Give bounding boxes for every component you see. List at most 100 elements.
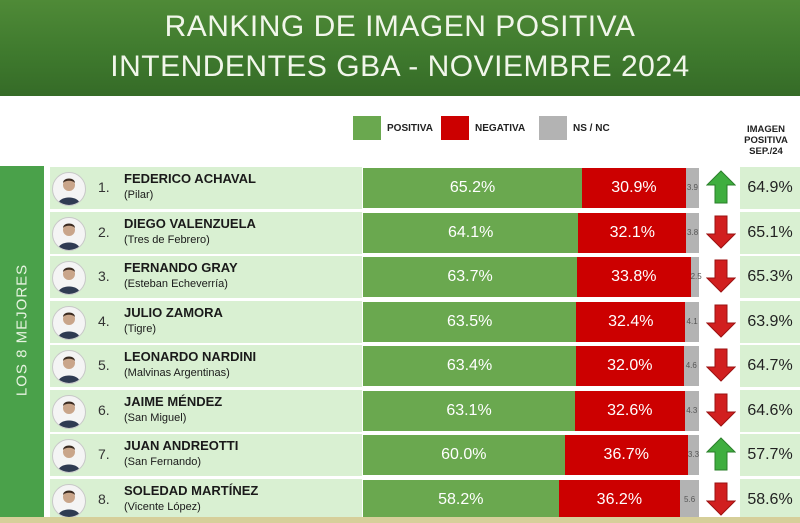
mayor-name: JULIO ZAMORA: [124, 304, 223, 320]
person-icon: [58, 401, 80, 428]
person-icon: [58, 356, 80, 383]
bar-negativa: [575, 390, 685, 431]
rank-number: 5.: [98, 357, 110, 373]
row-background: [50, 167, 362, 209]
bar-negativa: [576, 301, 686, 342]
bottom-accent: [0, 517, 800, 523]
row-background: [50, 211, 362, 254]
row-background: [50, 345, 362, 387]
district-name: (Tres de Febrero): [124, 233, 210, 246]
chart-title-line2: INTENDENTES GBA - NOVIEMBRE 2024: [110, 50, 690, 83]
sidebar-band: [0, 166, 44, 523]
bar-nsnc: [680, 479, 699, 520]
table-row: 3. FERNANDO GRAY (Esteban Echeverría) 63.7%…: [44, 255, 800, 299]
person-icon: [58, 490, 80, 517]
previous-value-cell: 58.6%: [740, 478, 800, 521]
avatar: [52, 394, 86, 429]
data-label-positiva: 63.7%: [447, 268, 493, 285]
previous-value: 57.7%: [747, 446, 793, 463]
prev-header-line2: POSITIVA: [744, 135, 788, 146]
bar-nsnc: [690, 257, 699, 297]
legend-label-nsnc: NS / NC: [573, 122, 610, 134]
avatar: [52, 350, 86, 384]
data-label-positiva: 64.1%: [448, 223, 494, 241]
arrow-down-icon: [706, 482, 736, 516]
table-row: 5. LEONARDO NARDINI (Malvinas Argentinas) 6…: [44, 344, 800, 388]
arrow-down-icon: [706, 393, 736, 427]
person-icon: [58, 223, 80, 250]
row-background: [50, 300, 362, 343]
bar-positiva: [363, 257, 578, 297]
mayor-name: LEONARDO NARDINI: [124, 349, 257, 364]
data-label-negativa: 32.4%: [608, 312, 654, 330]
previous-value-cell: 57.7%: [740, 434, 800, 476]
bar-positiva: [363, 301, 577, 342]
rank-number: 1.: [98, 179, 110, 195]
previous-column-header: IMAGEN POSITIVA SEP./24: [732, 124, 800, 157]
previous-value-cell: 64.7%: [740, 345, 800, 387]
person-icon: [58, 178, 80, 205]
stacked-bar: 63.7% 33.8% 2.5: [363, 257, 702, 297]
mayor-name: DIEGO VALENZUELA: [124, 215, 256, 231]
arrow-up-icon: [706, 170, 736, 204]
district-name: (Vicente López): [124, 500, 201, 513]
previous-value: 64.9%: [747, 179, 793, 196]
bar-negativa: [564, 435, 688, 475]
data-label-nsnc: 3.9: [686, 183, 698, 192]
data-label-nsnc: 4.6: [685, 361, 697, 370]
bar-nsnc: [683, 346, 699, 386]
arrow-down-icon: [706, 215, 736, 249]
arrow-down-icon: [706, 304, 736, 338]
bar-positiva: [363, 168, 583, 208]
bar-negativa: [582, 168, 686, 208]
bar-nsnc: [686, 212, 699, 253]
legend-label-negativa: NEGATIVA: [475, 122, 526, 134]
data-label-nsnc: 4.3: [686, 405, 698, 415]
data-label-positiva: 58.2%: [438, 490, 484, 508]
row-background: [50, 478, 362, 521]
legend-positiva: POSITIVA: [353, 116, 433, 140]
data-label-nsnc: 5.6: [684, 494, 696, 504]
bar-nsnc: [685, 301, 699, 342]
data-label-positiva: 65.2%: [449, 179, 496, 196]
table-row: 1. FEDERICO ACHAVAL (Pilar) 65.2% 30.9% 3.9 64…: [44, 166, 800, 210]
row-background: [50, 434, 362, 476]
prev-header-line1: IMAGEN: [747, 124, 785, 135]
rank-number: 4.: [98, 312, 110, 329]
mayor-name: JUAN ANDREOTTI: [124, 438, 239, 453]
mayor-name: SOLEDAD MARTÍNEZ: [124, 482, 259, 498]
bar-positiva: [363, 435, 565, 475]
data-label-nsnc: 3.3: [687, 450, 700, 459]
data-label-nsnc: 4.1: [686, 316, 698, 326]
legend-negativa: NEGATIVA: [441, 116, 525, 140]
legend-label-positiva: POSITIVA: [387, 122, 433, 134]
stacked-bar: 60.0% 36.7% 3.3: [363, 435, 699, 475]
previous-value: 65.3%: [747, 268, 793, 285]
previous-value: 64.6%: [747, 401, 793, 419]
data-label-positiva: 60.0%: [441, 446, 487, 463]
data-label-negativa: 36.7%: [603, 446, 649, 463]
bar-negativa: [576, 346, 684, 386]
sidebar-label: LOS 8 MEJORES: [13, 263, 31, 397]
previous-value: 58.6%: [747, 490, 793, 508]
arrow-up-icon: [706, 437, 736, 471]
mayor-name: FEDERICO ACHAVAL: [124, 171, 256, 186]
district-name: (Esteban Echeverría): [124, 278, 228, 290]
bar-nsnc: [684, 390, 699, 431]
rank-number: 6.: [98, 401, 110, 418]
legend-swatch-negativa: [441, 116, 469, 140]
stacked-bar: 63.1% 32.6% 4.3: [363, 390, 699, 431]
stacked-bar: 58.2% 36.2% 5.6: [363, 479, 699, 520]
mayor-name: JAIME MÉNDEZ: [124, 393, 223, 409]
district-name: (Malvinas Argentinas): [124, 367, 230, 379]
table-row: 6. JAIME MÉNDEZ (San Miguel) 63.1% 32.6% 4.3 6…: [44, 389, 800, 433]
mayor-name: FERNANDO GRAY: [124, 260, 238, 275]
data-label-negativa: 36.2%: [596, 490, 643, 508]
bar-positiva: [363, 390, 576, 431]
table-row: 7. JUAN ANDREOTTI (San Fernando) 60.0% 36.7%…: [44, 433, 800, 477]
row-background: [50, 389, 362, 432]
data-label-nsnc: 2.5: [690, 272, 702, 281]
bar-positiva: [363, 346, 577, 386]
avatar: [52, 216, 86, 251]
bar-negativa: [578, 212, 687, 253]
